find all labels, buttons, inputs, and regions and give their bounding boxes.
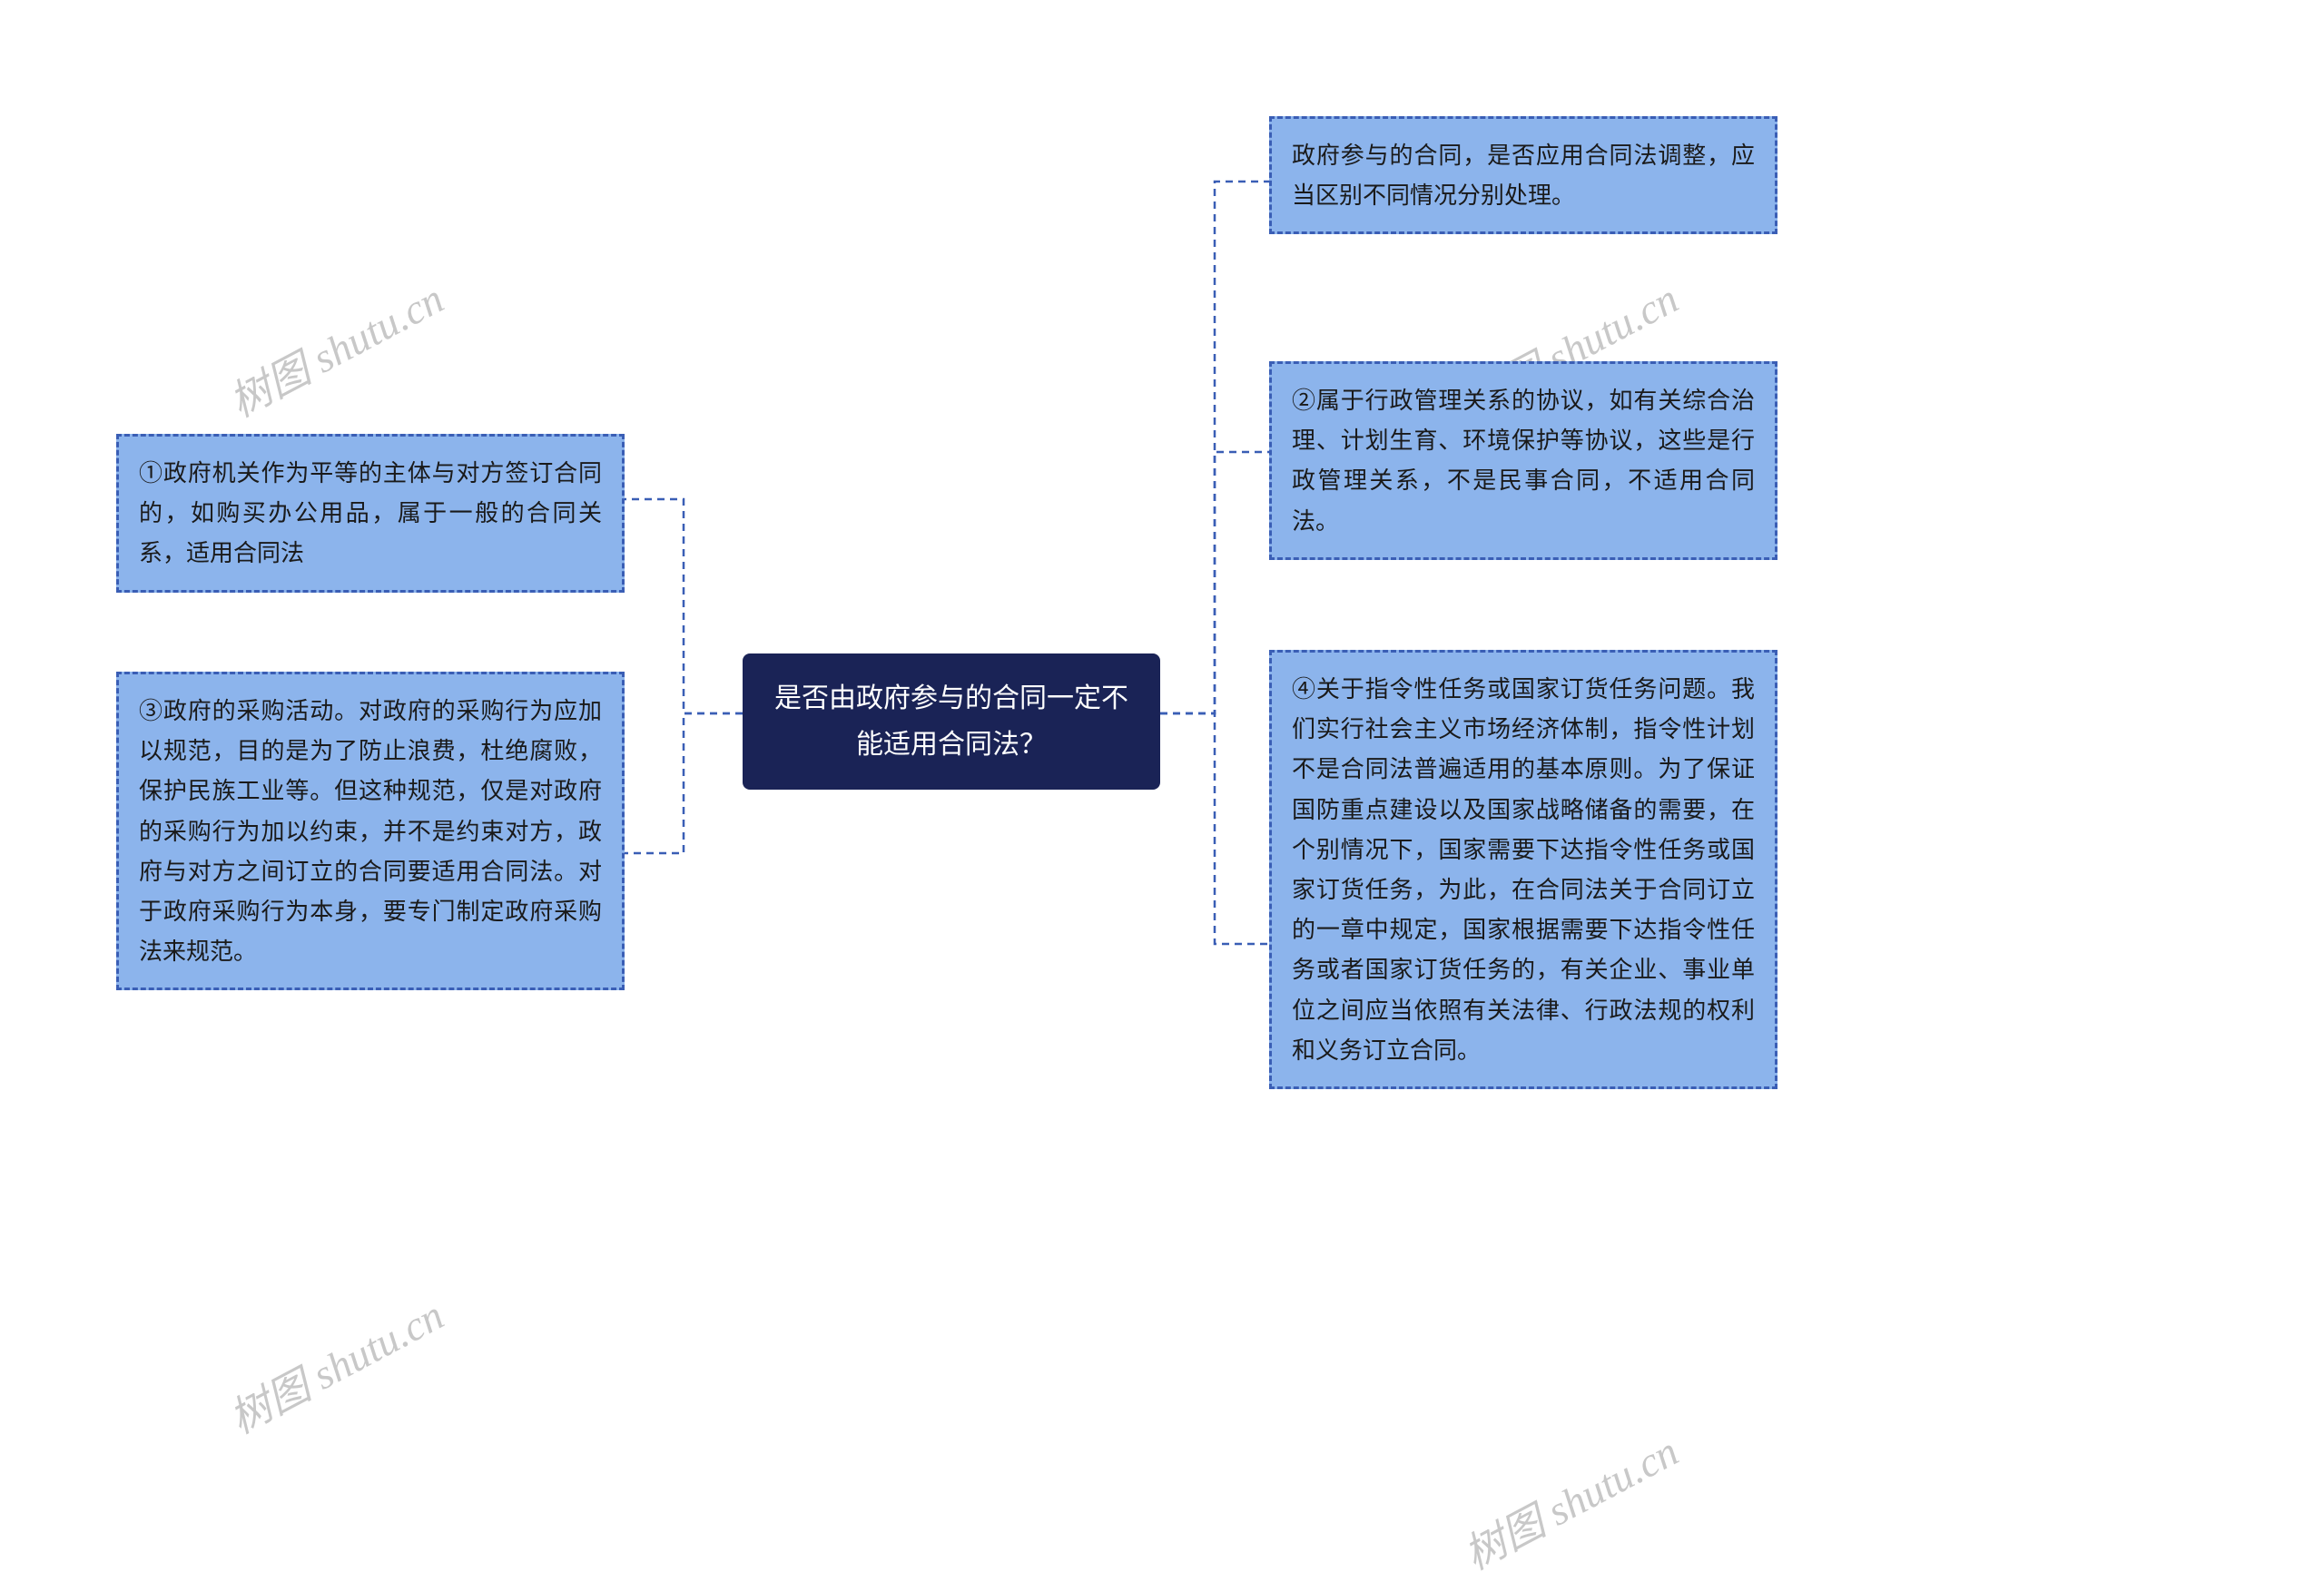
center-node-text: 是否由政府参与的合同一定不能适用合同法？ (774, 683, 1128, 760)
leaf-text: ①政府机关作为平等的主体与对方签订合同的，如购买办公用品，属于一般的合同关系，适… (139, 459, 602, 566)
center-node: 是否由政府参与的合同一定不能适用合同法？ (743, 653, 1160, 790)
leaf-node-right-1: 政府参与的合同，是否应用合同法调整，应当区别不同情况分别处理。 (1269, 116, 1777, 234)
leaf-node-left-1: ①政府机关作为平等的主体与对方签订合同的，如购买办公用品，属于一般的合同关系，适… (116, 434, 625, 593)
leaf-node-left-2: ③政府的采购活动。对政府的采购行为应加以规范，目的是为了防止浪费，杜绝腐败，保护… (116, 672, 625, 990)
watermark: 树图 shutu.cn (218, 266, 453, 428)
leaf-text: ②属于行政管理关系的协议，如有关综合治理、计划生育、环境保护等协议，这些是行政管… (1292, 387, 1755, 535)
watermark: 树图 shutu.cn (218, 1282, 453, 1445)
leaf-text: 政府参与的合同，是否应用合同法调整，应当区别不同情况分别处理。 (1292, 142, 1755, 209)
leaf-text: ④关于指令性任务或国家订货任务问题。我们实行社会主义市场经济体制，指令性计划不是… (1292, 675, 1755, 1064)
leaf-node-right-2: ②属于行政管理关系的协议，如有关综合治理、计划生育、环境保护等协议，这些是行政管… (1269, 361, 1777, 560)
leaf-node-right-3: ④关于指令性任务或国家订货任务问题。我们实行社会主义市场经济体制，指令性计划不是… (1269, 650, 1777, 1089)
watermark: 树图 shutu.cn (1452, 1419, 1688, 1581)
leaf-text: ③政府的采购活动。对政府的采购行为应加以规范，目的是为了防止浪费，杜绝腐败，保护… (139, 697, 602, 965)
